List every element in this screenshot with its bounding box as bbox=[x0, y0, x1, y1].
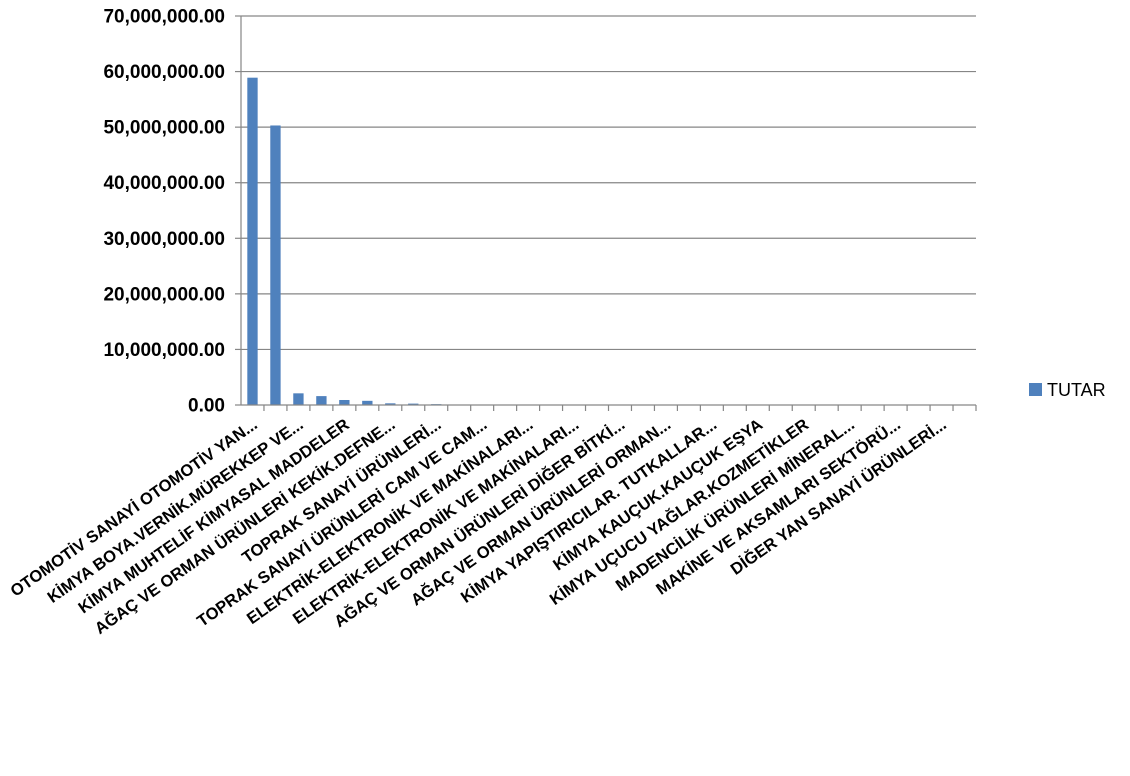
bar bbox=[385, 403, 396, 405]
gridlines bbox=[241, 15, 976, 351]
legend: TUTAR bbox=[1029, 380, 1106, 400]
bar bbox=[316, 396, 327, 405]
y-tick-label: 40,000,000.00 bbox=[103, 173, 225, 194]
y-tick-label: 20,000,000.00 bbox=[103, 284, 225, 305]
bar bbox=[293, 393, 304, 405]
bar bbox=[362, 400, 373, 405]
bar bbox=[408, 403, 419, 405]
y-axis-tick-labels: 0.00 10,000,000.00 20,000,000.00 30,000,000… bbox=[103, 7, 225, 417]
bar bbox=[247, 77, 258, 405]
axes bbox=[235, 15, 977, 411]
y-tick-label: 50,000,000.00 bbox=[103, 118, 225, 139]
y-tick-label: 0.00 bbox=[188, 396, 225, 417]
x-axis-tick-labels: OTOMOTİV SANAYİ OTOMOTİV YAN...KİMYA BOY… bbox=[7, 415, 949, 638]
legend-label-tutar: TUTAR bbox=[1047, 380, 1106, 400]
bar bbox=[270, 125, 281, 406]
bar bbox=[339, 399, 350, 405]
y-tick-label: 10,000,000.00 bbox=[103, 340, 225, 361]
y-tick-label: 30,000,000.00 bbox=[103, 229, 225, 250]
legend-swatch bbox=[1029, 383, 1042, 396]
y-tick-label: 60,000,000.00 bbox=[103, 62, 225, 83]
y-tick-label: 70,000,000.00 bbox=[103, 7, 225, 28]
